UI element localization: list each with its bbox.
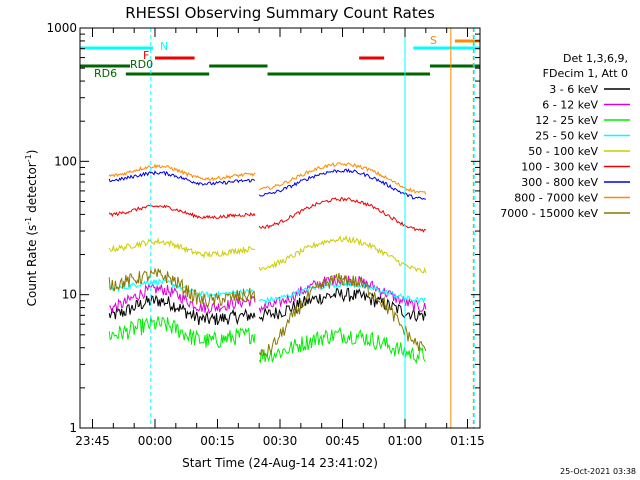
legend-label: 50 - 100 keV [528,145,598,158]
series-line [108,278,255,300]
flag-label: F [143,49,149,62]
x-axis-label: Start Time (24-Aug-14 23:41:02) [182,456,378,470]
series-line [108,163,256,182]
chart-title: RHESSI Observing Summary Count Rates [125,4,435,22]
x-tick-label: 23:45 [75,434,110,448]
axis-ticks: 1 10 100 1000 23:45 00:00 00:15 00:30 00:45 01:00… [46,21,484,448]
y-tick-label: 10 [62,288,77,302]
legend: Det 1,3,6,9, FDecim 1, Att 0 3 - 6 keV 6 … [500,52,630,220]
x-tick-label: 00:45 [325,434,360,448]
series-line [258,162,427,195]
series-line [108,170,256,186]
legend-label: 25 - 50 keV [535,130,598,143]
x-tick-label: 01:00 [388,434,423,448]
x-tick-label: 00:30 [263,434,298,448]
legend-label: 300 - 800 keV [521,176,598,189]
x-tick-label: 00:15 [200,434,235,448]
x-tick-label: 00:00 [138,434,173,448]
legend-header-2: FDecim 1, Att 0 [543,67,628,80]
series-line [258,197,426,233]
series-line [258,287,427,323]
legend-header-1: Det 1,3,6,9, [563,52,628,65]
series-line [108,237,255,259]
flag-label: S [430,34,437,47]
series-line [108,267,256,307]
series-line [258,168,426,200]
date-stamp: 25-Oct-2021 03:38 [560,467,636,476]
series-line [258,235,427,274]
series-line [258,272,427,358]
flag-bars [79,28,480,428]
legend-label: 100 - 300 keV [521,161,598,174]
series-line [258,326,427,365]
series-line [108,204,256,220]
legend-label: 6 - 12 keV [542,99,598,112]
flag-label: RD6 [94,67,117,80]
flag-label: RD0 [130,58,153,71]
legend-label: 12 - 25 keV [535,114,598,127]
series-line [108,294,256,326]
x-tick-label: 01:15 [450,434,485,448]
legend-label: 800 - 7000 keV [514,192,598,205]
legend-label: 3 - 6 keV [549,83,598,96]
legend-label: 7000 - 15000 keV [500,207,598,220]
series-line [108,316,256,348]
y-tick-label: 1000 [46,21,77,35]
y-axis-label: Count Rate (s-1 detector-1) [24,150,39,307]
y-tick-label: 1 [69,421,77,435]
y-tick-label: 100 [54,154,77,168]
flag-label: N [160,40,168,53]
